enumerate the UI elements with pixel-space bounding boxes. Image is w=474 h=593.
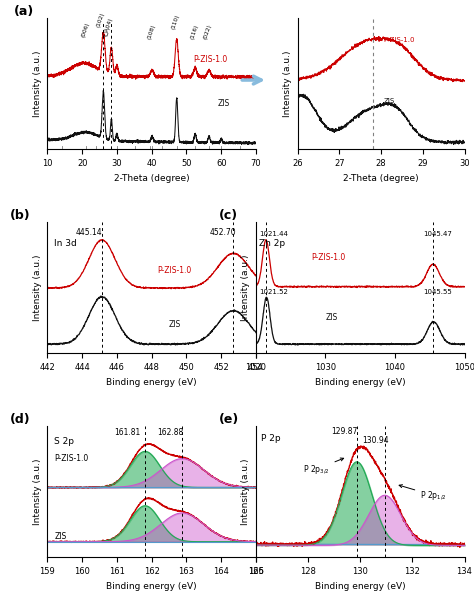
Text: ZIS: ZIS — [326, 313, 338, 322]
Text: (006): (006) — [81, 21, 91, 38]
Text: (a): (a) — [14, 5, 34, 18]
Text: (102): (102) — [96, 11, 105, 28]
Text: (c): (c) — [219, 209, 237, 222]
Text: ZIS: ZIS — [169, 320, 182, 329]
Text: Zn 2p: Zn 2p — [259, 239, 285, 248]
Text: 1045.47: 1045.47 — [423, 231, 452, 237]
Y-axis label: Intensity (a.u.): Intensity (a.u.) — [241, 458, 250, 525]
X-axis label: Binding energy (eV): Binding energy (eV) — [106, 378, 197, 387]
Y-axis label: Intensity (a.u.): Intensity (a.u.) — [33, 50, 42, 117]
Text: S 2p: S 2p — [55, 437, 74, 446]
X-axis label: 2-Theta (degree): 2-Theta (degree) — [114, 174, 190, 183]
Text: 1021.52: 1021.52 — [259, 289, 288, 295]
Text: (ᄄĄ04): (ᄄĄ04) — [102, 16, 114, 37]
Text: (116): (116) — [189, 24, 199, 40]
Text: ZIS: ZIS — [218, 98, 230, 107]
Text: 445.14: 445.14 — [76, 228, 102, 237]
Y-axis label: Intensity (a.u.): Intensity (a.u.) — [283, 50, 292, 117]
X-axis label: Binding energy (eV): Binding energy (eV) — [315, 582, 406, 591]
Text: P-ZIS-1.0: P-ZIS-1.0 — [157, 266, 191, 275]
Text: P-ZIS-1.0: P-ZIS-1.0 — [383, 37, 415, 43]
Text: P-ZIS-1.0: P-ZIS-1.0 — [311, 253, 346, 262]
Text: ZIS: ZIS — [55, 533, 67, 541]
Text: 1021.44: 1021.44 — [259, 231, 288, 237]
Text: P 2p$_{1/2}$: P 2p$_{1/2}$ — [399, 484, 447, 502]
Text: 162.88: 162.88 — [158, 429, 184, 438]
Text: 161.81: 161.81 — [114, 429, 140, 438]
Text: (022): (022) — [202, 24, 212, 40]
Text: 452.70: 452.70 — [210, 228, 236, 237]
Text: P-ZIS-1.0: P-ZIS-1.0 — [55, 454, 89, 463]
X-axis label: Binding energy (eV): Binding energy (eV) — [315, 378, 406, 387]
Y-axis label: Intensity (a.u.): Intensity (a.u.) — [241, 254, 250, 321]
Y-axis label: Intensity (a.u.): Intensity (a.u.) — [33, 254, 42, 321]
X-axis label: 2-Theta (degree): 2-Theta (degree) — [343, 174, 419, 183]
Text: In 3d: In 3d — [55, 239, 77, 248]
Text: 129.87: 129.87 — [331, 428, 358, 436]
Text: (110): (110) — [171, 14, 180, 30]
Text: ZIS: ZIS — [383, 98, 394, 104]
Text: P 2p$_{3/2}$: P 2p$_{3/2}$ — [303, 458, 344, 476]
Y-axis label: Intensity (a.u.): Intensity (a.u.) — [33, 458, 42, 525]
Text: (108): (108) — [147, 24, 156, 40]
Text: 130.94: 130.94 — [363, 436, 389, 445]
Text: 1045.55: 1045.55 — [423, 289, 452, 295]
X-axis label: Binding energy (eV): Binding energy (eV) — [106, 582, 197, 591]
Text: (e): (e) — [219, 413, 239, 426]
Text: P 2p: P 2p — [261, 433, 281, 443]
Text: P-ZIS-1.0: P-ZIS-1.0 — [193, 55, 228, 63]
Text: (b): (b) — [10, 209, 30, 222]
Text: (d): (d) — [10, 413, 30, 426]
